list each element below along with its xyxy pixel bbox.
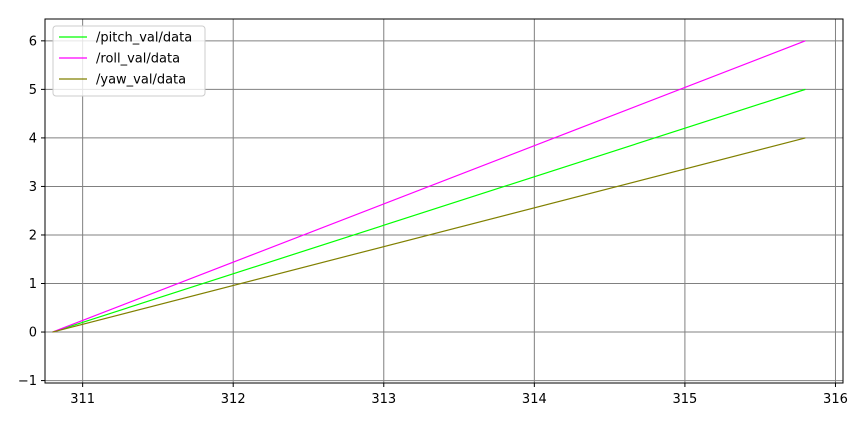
y-tick-label: 3	[29, 180, 37, 195]
series-line-2	[52, 137, 806, 333]
legend-label-2: /yaw_val/data	[96, 73, 186, 88]
x-tick-label: 312	[221, 392, 246, 407]
y-tick-label: 1	[29, 277, 37, 292]
x-tick-label: 314	[522, 392, 547, 407]
series-line-0	[52, 88, 806, 333]
y-tick-label: 4	[29, 131, 37, 146]
y-tick-label: 5	[29, 83, 37, 98]
series-line-1	[52, 40, 806, 333]
x-tick-label: 311	[70, 392, 95, 407]
legend-label-0: /pitch_val/data	[96, 31, 192, 46]
legend-label-1: /roll_val/data	[96, 52, 180, 67]
x-tick-label: 316	[823, 392, 848, 407]
x-tick-label: 315	[672, 392, 697, 407]
legend-box	[52, 25, 206, 97]
y-tick-label: 2	[29, 228, 37, 243]
y-axis-ticks: −1 0 1 2 3 4 5 6	[18, 34, 45, 389]
y-tick-label: −1	[18, 374, 37, 389]
x-tick-label: 313	[371, 392, 396, 407]
y-tick-label: 0	[29, 326, 37, 341]
legend: /pitch_val/data/roll_val/data/yaw_val/da…	[52, 25, 206, 97]
x-axis-ticks: 311 312 313 314 315 316	[70, 383, 848, 407]
series-lines	[52, 40, 806, 333]
y-tick-label: 6	[29, 34, 37, 49]
axes-frame	[44, 18, 844, 384]
